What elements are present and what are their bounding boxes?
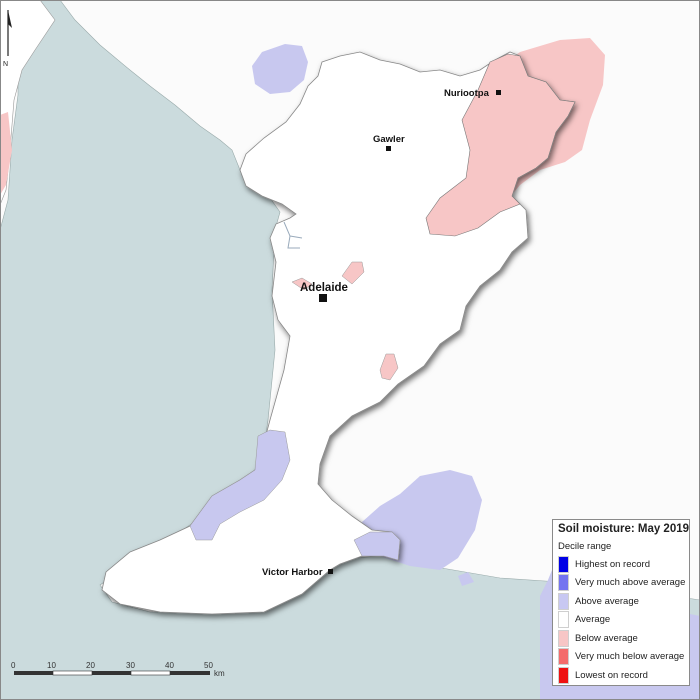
- legend-items: Highest on record Very much above averag…: [558, 555, 686, 685]
- below-average-patch-adelaide-east: [341, 261, 365, 285]
- legend-swatch: [558, 555, 569, 573]
- legend-label: Very much below average: [575, 651, 685, 663]
- legend-swatch: [558, 648, 569, 666]
- town-marker: [319, 294, 327, 302]
- legend-item-very-much-below: Very much below average: [558, 648, 684, 667]
- port-river: [283, 221, 303, 249]
- legend-label: Very much above average: [575, 577, 686, 589]
- scale-tick: 0: [11, 661, 16, 670]
- town-label: Gawler: [373, 134, 405, 145]
- north-arrow: N: [3, 10, 12, 68]
- scale-tick: 30: [126, 661, 135, 670]
- left-land-strip: [0, 0, 56, 206]
- town-label: Victor Harbor: [262, 567, 323, 578]
- town-adelaide: Adelaide: [300, 282, 348, 302]
- legend-item-highest: Highest on record: [558, 555, 684, 574]
- legend-label: Highest on record: [575, 558, 650, 570]
- legend-swatch: [558, 666, 569, 684]
- legend-item-below: Below average: [558, 629, 684, 648]
- legend-item-average: Average: [558, 611, 684, 630]
- above-average-region-north: [252, 44, 308, 94]
- legend-label: Below average: [575, 632, 638, 644]
- legend-label: Average: [575, 614, 611, 626]
- town-nuriootpa: Nuriootpa: [444, 88, 501, 99]
- below-average-patch-adelaide-west: [291, 277, 313, 291]
- legend-item-lowest: Lowest on record: [558, 666, 684, 685]
- town-marker: [386, 146, 391, 151]
- legend-title: Soil moisture: May 2019: [558, 523, 690, 535]
- scale-tick: 40: [165, 661, 174, 670]
- legend-swatch: [558, 592, 569, 610]
- scale-unit: km: [214, 669, 225, 678]
- above-average-inside-west: [189, 429, 291, 541]
- legend-item-above: Above average: [558, 592, 684, 611]
- legend-subtitle: Decile range: [558, 541, 612, 552]
- town-label: Nuriootpa: [444, 88, 490, 99]
- north-arrow-label: N: [3, 61, 8, 68]
- town-victor-harbor: Victor Harbor: [262, 567, 333, 578]
- left-below-average-patch: [0, 112, 12, 195]
- below-average-patch-south: [379, 353, 399, 381]
- above-average-region-islet: [458, 572, 474, 586]
- scale-tick: 20: [86, 661, 95, 670]
- scale-tick: 10: [47, 661, 56, 670]
- legend-label: Lowest on record: [575, 669, 648, 681]
- legend-label: Above average: [575, 595, 639, 607]
- town-gawler: Gawler: [373, 134, 405, 151]
- legend: Soil moisture: May 2019 Decile range Hig…: [552, 519, 690, 686]
- scale-bar: 0 10 20 30 40 50 km: [11, 661, 225, 678]
- legend-swatch: [558, 629, 569, 647]
- town-label: Adelaide: [300, 282, 348, 294]
- legend-item-very-much-above: Very much above average: [558, 574, 686, 593]
- legend-swatch: [558, 611, 569, 629]
- town-marker: [496, 90, 501, 95]
- legend-swatch: [558, 574, 569, 592]
- below-average-inside-northeast: [425, 53, 576, 237]
- above-average-inside-southeast: [353, 531, 401, 561]
- scale-tick: 50: [204, 661, 213, 670]
- town-marker: [328, 569, 333, 574]
